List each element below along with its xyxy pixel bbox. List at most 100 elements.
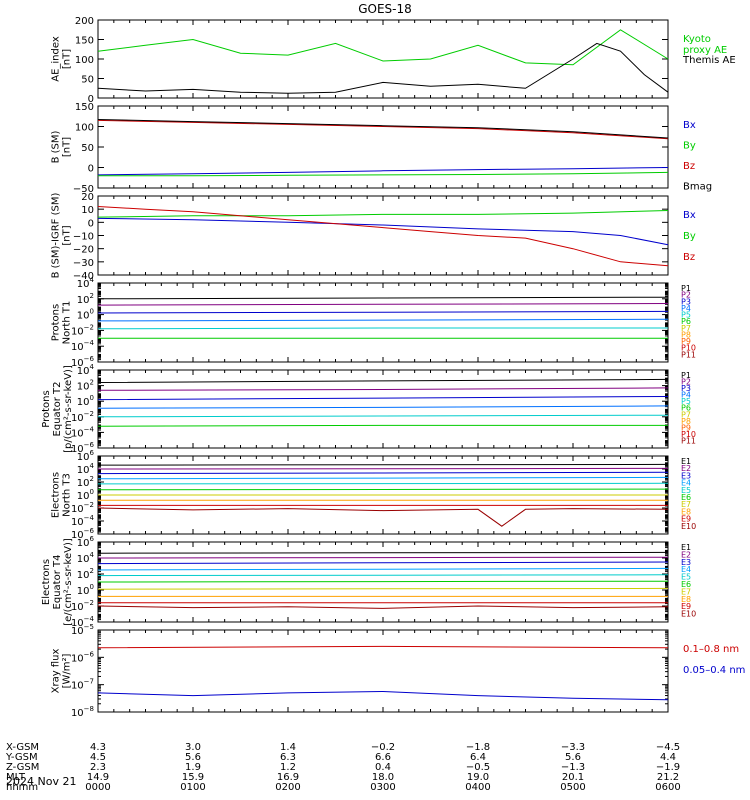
ephemeris-value: −0.2 bbox=[371, 742, 395, 753]
y-axis-label: [nT] bbox=[62, 49, 73, 69]
y-tick-label: 106 bbox=[77, 535, 95, 549]
legend-entry: E2 bbox=[681, 550, 691, 559]
y-tick-label: −10 bbox=[73, 232, 94, 243]
y-tick-label: 10−2 bbox=[71, 323, 94, 337]
y-tick-label: −20 bbox=[73, 245, 94, 256]
ephemeris-value: 21.2 bbox=[657, 772, 679, 783]
panel-8: 10−8 10−7 10−6 10−5 Xray flux [W/m²] 0.1–0.8 n… bbox=[51, 623, 746, 719]
legend-entry: E1 bbox=[681, 543, 691, 552]
legend-entry: E4 bbox=[681, 565, 691, 574]
y-axis-label: Protons bbox=[51, 304, 62, 341]
series-line bbox=[97, 210, 669, 218]
ephemeris-value: 4.3 bbox=[90, 742, 106, 753]
legend-entry: P7 bbox=[681, 410, 691, 419]
legend-entry: Themis AE bbox=[682, 55, 736, 66]
legend-entry: Bz bbox=[683, 161, 695, 172]
series-line bbox=[97, 310, 669, 314]
date-label: 2024 Nov 21 bbox=[6, 775, 76, 788]
legend-entry: E8 bbox=[681, 507, 691, 516]
series-line bbox=[97, 463, 669, 466]
y-tick-label: 0 bbox=[88, 164, 94, 175]
series-line bbox=[97, 296, 669, 300]
legend-entry: Bmag bbox=[683, 182, 712, 193]
series-line bbox=[97, 387, 669, 391]
y-tick-label: 10−4 bbox=[71, 425, 95, 439]
panel-frame bbox=[97, 282, 669, 363]
legend-entry: E3 bbox=[681, 558, 691, 567]
y-tick-label: 104 bbox=[77, 551, 95, 565]
ephemeris-value: −3.3 bbox=[561, 742, 585, 753]
y-tick-label: 106 bbox=[77, 449, 95, 463]
y-tick-label: 150 bbox=[75, 102, 94, 113]
legend-entry: P3 bbox=[681, 297, 691, 306]
legend-entry: E7 bbox=[681, 587, 691, 596]
y-axis-label: Protons bbox=[41, 390, 52, 427]
y-tick-label: 100 bbox=[77, 394, 94, 408]
y-tick-label: 10−7 bbox=[71, 678, 94, 692]
y-tick-label: 102 bbox=[77, 292, 94, 306]
y-tick-label: 102 bbox=[77, 475, 94, 489]
series-line bbox=[97, 167, 669, 176]
legend-entry: P8 bbox=[681, 330, 691, 339]
ephemeris-value: −1.3 bbox=[561, 762, 585, 773]
y-axis-label: Electrons bbox=[41, 559, 52, 605]
y-tick-label: 100 bbox=[75, 123, 94, 134]
series-line bbox=[97, 561, 669, 565]
ephemeris-value: 1.2 bbox=[280, 762, 296, 773]
y-tick-exponent: −2 bbox=[84, 599, 94, 607]
legend-entry: P1 bbox=[681, 284, 691, 293]
series-line bbox=[97, 507, 669, 527]
y-tick-label: 10−2 bbox=[71, 599, 94, 613]
y-tick-exponent: 4 bbox=[90, 363, 95, 371]
y-tick-label: 102 bbox=[77, 379, 94, 393]
series-line bbox=[97, 690, 669, 701]
series-line bbox=[97, 119, 669, 140]
legend-entry: E3 bbox=[681, 471, 691, 480]
series-line bbox=[97, 396, 669, 401]
ephemeris-value: 1.9 bbox=[185, 762, 201, 773]
ephemeris-row-label: MLT bbox=[6, 772, 26, 783]
legend-entry: E5 bbox=[681, 573, 691, 582]
y-axis-label: North T3 bbox=[62, 473, 73, 517]
ephemeris-value: 1.4 bbox=[280, 742, 296, 753]
series-line bbox=[97, 424, 668, 427]
y-tick-label: 200 bbox=[75, 16, 94, 27]
ephemeris-value: 6.4 bbox=[470, 752, 486, 763]
series-line bbox=[97, 119, 669, 139]
legend-entry: proxy AE bbox=[683, 45, 727, 56]
y-tick-exponent: 0 bbox=[90, 488, 94, 496]
y-tick-exponent: −4 bbox=[84, 339, 95, 347]
series-line bbox=[97, 587, 669, 590]
legend-entry: Bx bbox=[683, 210, 696, 221]
y-tick-exponent: −4 bbox=[84, 425, 95, 433]
legend-entry: P2 bbox=[681, 291, 691, 300]
legend-entry: P5 bbox=[681, 397, 691, 406]
y-axis-label: Xray flux bbox=[51, 649, 62, 694]
series-line bbox=[97, 327, 668, 330]
y-tick-exponent: −6 bbox=[84, 355, 95, 363]
y-axis-label: B (SM) bbox=[51, 130, 62, 163]
legend-entry: P10 bbox=[681, 344, 696, 353]
legend-entry: E7 bbox=[681, 500, 691, 509]
y-tick-exponent: −2 bbox=[84, 501, 94, 509]
series-line bbox=[97, 580, 669, 583]
ephemeris-row-label: X-GSM bbox=[6, 742, 39, 753]
y-tick-label: −50 bbox=[73, 184, 94, 195]
y-tick-label: 150 bbox=[75, 36, 94, 47]
y-tick-exponent: 4 bbox=[90, 276, 95, 284]
ephemeris-value: 4.4 bbox=[660, 752, 676, 763]
legend-entry: E9 bbox=[681, 515, 691, 524]
legend-entry: 0.1–0.8 nm bbox=[683, 644, 739, 655]
y-axis-label: Equator T2 bbox=[52, 382, 63, 437]
legend-entry: P11 bbox=[681, 436, 696, 445]
series-line bbox=[97, 42, 669, 94]
y-tick-label: 10−5 bbox=[71, 623, 94, 637]
y-axis-label: B (SM)-IGRF (SM) bbox=[51, 193, 62, 279]
ephemeris-row-label: Y-GSM bbox=[5, 752, 38, 763]
legend-entry: P4 bbox=[681, 304, 691, 313]
series-line bbox=[97, 405, 669, 409]
